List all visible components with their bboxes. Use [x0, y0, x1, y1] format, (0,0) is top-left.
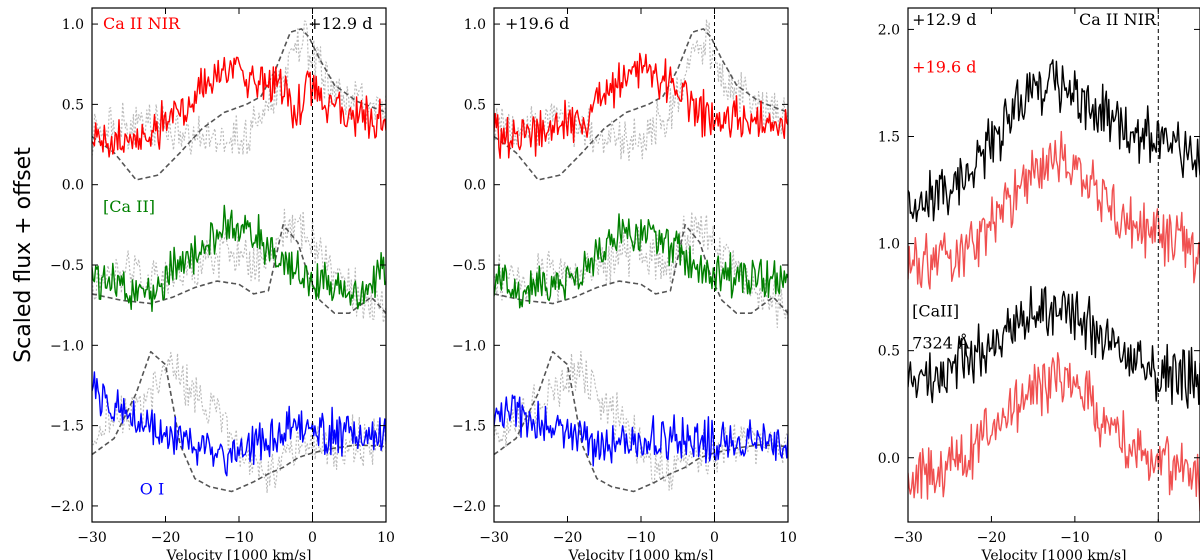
y-tick-label: −1.0 [452, 338, 486, 354]
x-tick-label: −30 [479, 530, 509, 546]
x-tick-label: −20 [553, 530, 583, 546]
x-tick-label: −30 [893, 530, 923, 546]
x-tick-label: 0 [710, 530, 719, 546]
series-line-ca-ii-nir-12-9-d [908, 59, 1200, 223]
annotation-caii: [CaII] [912, 301, 959, 320]
series-line-o-i-model [494, 350, 788, 493]
annotation-12-9-d: +12.9 d [912, 10, 976, 29]
y-tick-label: 0.0 [464, 178, 486, 194]
series-line-ca-ii [92, 204, 386, 312]
x-axis-label: Velocity [1000 km/s] [166, 548, 312, 560]
annotation-12-9-d: +12.9 d [308, 14, 372, 33]
annotation-19-6-d: +19.6 d [912, 57, 976, 76]
panel-left-ca-o-lines-12.9d: −30 −20 −10 0 10 −2.0 −1.5 −1.0 −0.5 0.0 0.5 1.0 Vel… [50, 7, 395, 560]
series-line-ca-ii-comparison [494, 211, 788, 329]
series-line-caii-12-9-d [908, 285, 1200, 409]
y-tick-label: −0.5 [452, 258, 486, 274]
x-axis-label: Velocity [1000 km/s] [568, 548, 714, 560]
series-line-ca-ii-nir-comparison [494, 18, 788, 161]
series-line-ca-ii-model [92, 224, 386, 314]
annotation-19-6-d: +19.6 d [505, 14, 569, 33]
series-line-o-i-model [92, 350, 386, 493]
y-axis-label: Scaled flux + offset [11, 147, 36, 363]
y-tick-label: −2.0 [452, 499, 486, 515]
axes-frame [907, 7, 1200, 523]
plot-area [494, 18, 788, 493]
x-tick-label: −30 [77, 530, 107, 546]
series-line-ca-ii-model [494, 224, 788, 314]
panel-right-epoch-comparison: −30 −20 −10 0 0.0 0.5 1.0 1.5 2.0 Velocity [1000 … [878, 7, 1200, 560]
y-tick-label: 0.0 [62, 178, 84, 194]
y-tick-label: 0.5 [62, 97, 84, 113]
x-tick-label: −20 [977, 530, 1007, 546]
x-tick-label: −10 [1060, 530, 1090, 546]
y-tick-label: 0.5 [878, 344, 900, 360]
y-tick-label: 1.0 [878, 237, 900, 253]
y-tick-label: 1.0 [464, 17, 486, 33]
y-tick-label: −1.0 [50, 338, 84, 354]
x-tick-label: 10 [377, 530, 395, 546]
series-line-ca-ii-nir-model [92, 28, 386, 181]
series-line-ca-ii-nir-model [494, 28, 788, 181]
y-tick-label: 1.0 [62, 17, 84, 33]
x-tick-label: 10 [779, 530, 797, 546]
series-line-o-i [494, 394, 788, 467]
series-line-o-i-comparison [92, 351, 386, 494]
series-line-ca-ii-nir-comparison [92, 20, 386, 156]
annotation-7324: 7324 Å [912, 333, 970, 353]
panel-middle-ca-o-lines-19.6d: −30 −20 −10 0 10 −2.0 −1.5 −1.0 −0.5 0.0 0.5 1.0 Vel… [452, 7, 797, 560]
series-line-ca-ii [494, 213, 788, 309]
series-line-caii-19-6-d [908, 352, 1200, 512]
plot-area [92, 20, 386, 494]
x-axis-label: Velocity [1000 km/s] [981, 548, 1127, 560]
y-tick-label: 2.0 [878, 22, 900, 38]
y-tick-label: 0.5 [464, 97, 486, 113]
y-tick-label: 0.0 [878, 451, 900, 467]
y-tick-label: −0.5 [50, 258, 84, 274]
y-tick-label: −1.5 [50, 419, 84, 435]
series-line-o-i-comparison [494, 350, 788, 491]
annotation-ca-ii-nir: Ca II NIR [103, 14, 181, 33]
series-line-ca-ii-comparison [92, 208, 386, 324]
annotation-o-i: O I [140, 480, 165, 499]
x-tick-label: −10 [224, 530, 254, 546]
series-line-ca-ii-nir [494, 52, 788, 159]
y-tick-label: 1.5 [878, 130, 900, 146]
annotation-ca-ii: [Ca II] [103, 197, 155, 216]
x-tick-label: 0 [1154, 530, 1163, 546]
y-tick-label: −1.5 [452, 419, 486, 435]
x-tick-label: −10 [626, 530, 656, 546]
series-line-o-i [92, 371, 386, 477]
x-tick-label: −20 [151, 530, 181, 546]
y-tick-label: −2.0 [50, 499, 84, 515]
series-line-ca-ii-nir [92, 56, 386, 158]
plot-area [908, 59, 1200, 512]
series-line-ca-ii-nir-19-6-d [908, 130, 1200, 290]
annotation-ca-ii-nir: Ca II NIR [1079, 10, 1157, 29]
x-tick-label: 0 [308, 530, 317, 546]
